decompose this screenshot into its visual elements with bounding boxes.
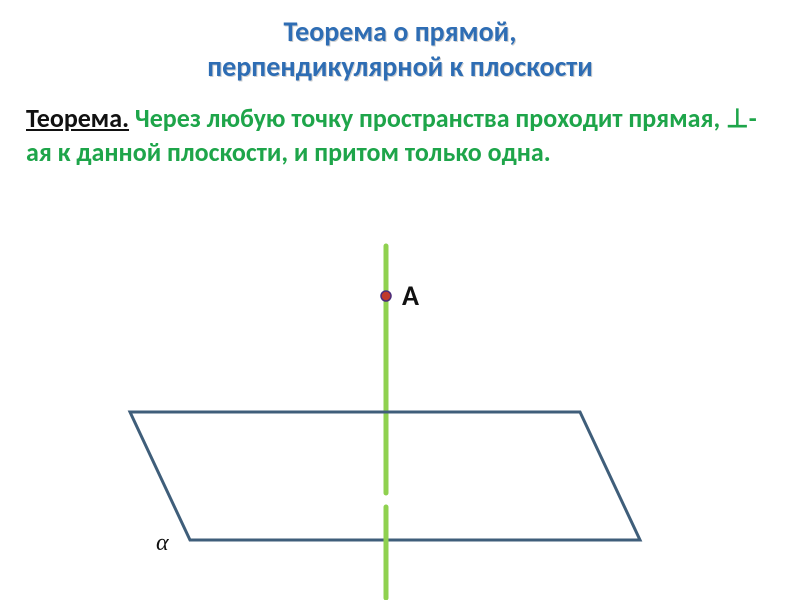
title-line-2: перпендикулярной к плоскости: [207, 49, 593, 84]
diagram-svg: [0, 240, 800, 600]
geometry-diagram: А α: [0, 240, 800, 600]
theorem-text: Теорема. Через любую точку пространства …: [0, 84, 800, 170]
title-line-1: Теорема о прямой,: [284, 14, 517, 49]
theorem-body-before: Через любую точку пространства проходит …: [129, 102, 726, 134]
perp-symbol: ⊥: [726, 104, 749, 133]
theorem-label: Теорема.: [26, 102, 129, 134]
point-a-label: А: [402, 278, 419, 313]
slide-title: Теорема о прямой, перпендикулярной к пло…: [0, 0, 800, 84]
point-a: [381, 291, 391, 301]
plane-alpha-label: α: [156, 530, 169, 557]
